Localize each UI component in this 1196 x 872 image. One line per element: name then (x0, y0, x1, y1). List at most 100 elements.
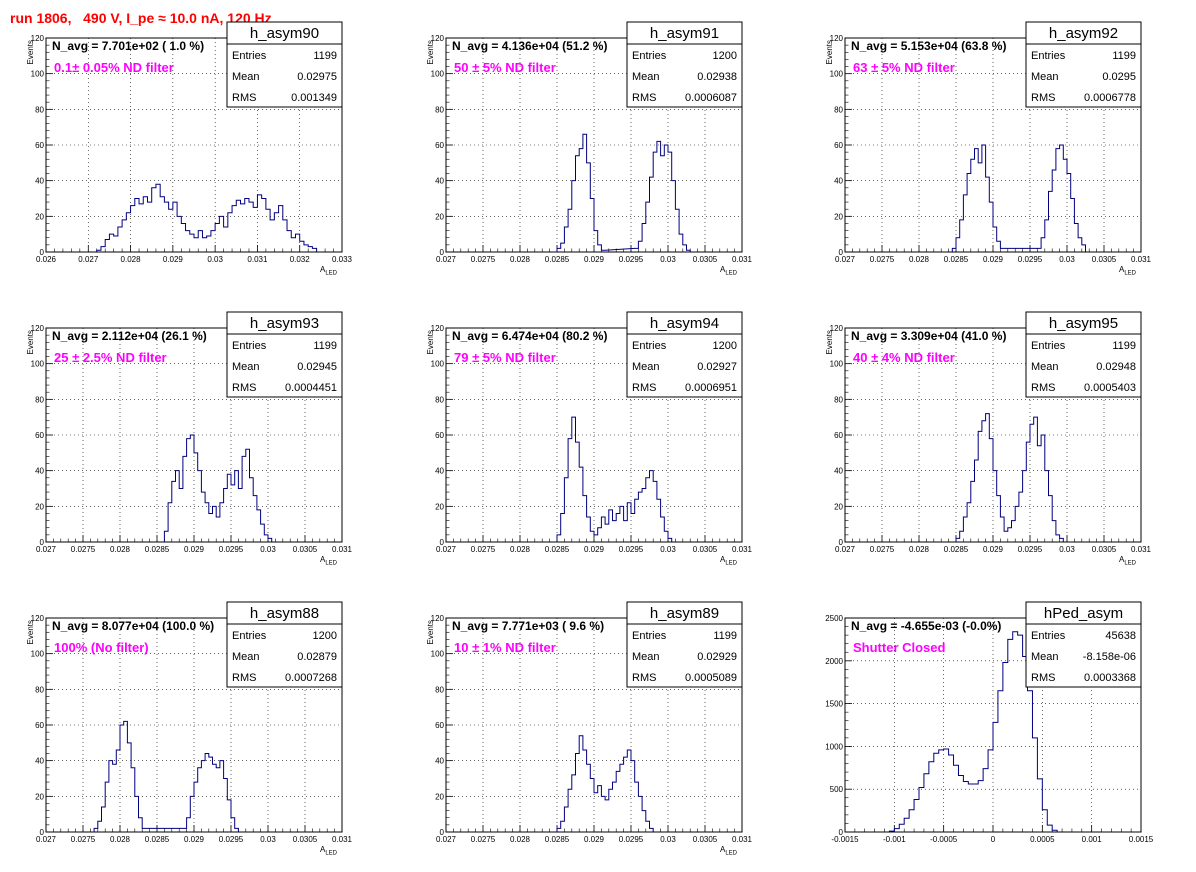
x-axis-title: ALED (320, 845, 338, 857)
stats-rms-label: RMS (632, 672, 656, 684)
stats-mean-value: 0.02929 (697, 651, 737, 663)
stats-mean-value: 0.02879 (297, 651, 337, 663)
y-tick-label: 0 (839, 828, 844, 837)
stats-rms-label: RMS (632, 382, 656, 394)
stats-entries-value: 1200 (713, 50, 737, 62)
stats-mean-label: Mean (232, 361, 260, 373)
stats-rms-value: 0.0006087 (685, 92, 737, 104)
x-tick-label: 0.0295 (219, 545, 244, 554)
y-axis-title: Events (825, 40, 834, 64)
y-tick-label: 120 (830, 324, 844, 333)
histogram-name: h_asym93 (250, 315, 319, 332)
stats-entries-label: Entries (1031, 50, 1066, 62)
y-tick-label: 2000 (825, 657, 843, 666)
y-tick-label: 40 (435, 177, 444, 186)
y-tick-label: 100 (31, 70, 45, 79)
histogram-name: h_asym92 (1049, 25, 1118, 42)
histogram-step-line (556, 735, 654, 832)
x-tick-label: 0.031 (332, 545, 353, 554)
navg-label: N_avg = 7.771e+03 ( 9.6 %) (452, 619, 604, 633)
stats-mean-label: Mean (632, 361, 660, 373)
y-tick-label: 0 (40, 248, 45, 257)
x-tick-label: 0.0305 (1092, 255, 1117, 264)
x-tick-label: 0.029 (584, 545, 605, 554)
histogram-name: h_asym88 (250, 605, 319, 622)
x-tick-label: 0.027 (436, 835, 457, 844)
filter-label: Shutter Closed (853, 640, 946, 655)
y-tick-label: 20 (435, 212, 444, 221)
stats-box (626, 601, 743, 688)
x-axis-title: ALED (1119, 555, 1137, 567)
x-tick-label: 0.028 (510, 545, 531, 554)
stats-mean-value: 0.02938 (697, 71, 737, 83)
x-tick-label: 0.028 (110, 835, 131, 844)
stats-entries-label: Entries (632, 340, 667, 352)
filter-label: 63 ± 5% ND filter (853, 60, 955, 75)
y-tick-label: 80 (35, 105, 44, 114)
x-tick-label: 0.0295 (1018, 545, 1043, 554)
y-tick-label: 100 (830, 360, 844, 369)
x-tick-label: -0.0015 (831, 835, 859, 844)
stats-mean-value: -8.158e-06 (1083, 651, 1136, 663)
x-tick-label: 0.03 (660, 545, 676, 554)
histogram-step-line (96, 183, 318, 252)
x-tick-label: 0.03 (260, 835, 276, 844)
x-tick-label: 0.0015 (1129, 835, 1154, 844)
x-tick-label: 0.029 (584, 835, 605, 844)
y-tick-label: 80 (834, 395, 843, 404)
y-tick-label: 120 (431, 614, 445, 623)
y-tick-label: 120 (830, 34, 844, 43)
stats-mean-value: 0.02948 (1096, 361, 1136, 373)
stats-box (226, 21, 343, 108)
filter-label: 25 ± 2.5% ND filter (54, 350, 167, 365)
x-tick-label: 0.031 (247, 255, 268, 264)
y-tick-label: 80 (35, 685, 44, 694)
stats-rms-label: RMS (1031, 382, 1055, 394)
x-tick-label: 0.029 (184, 835, 205, 844)
y-tick-label: 120 (431, 34, 445, 43)
x-tick-label: 0.027 (835, 255, 856, 264)
histogram-name: h_asym91 (650, 25, 719, 42)
x-axis-title: ALED (720, 555, 738, 567)
stats-box (1025, 601, 1142, 688)
stats-rms-label: RMS (632, 92, 656, 104)
x-tick-label: 0.027 (36, 545, 57, 554)
x-tick-label: 0.0295 (1018, 255, 1043, 264)
stats-rms-value: 0.0006951 (685, 382, 737, 394)
filter-label: 40 ± 4% ND filter (853, 350, 955, 365)
y-tick-label: 0 (839, 538, 844, 547)
histogram-name: hPed_asym (1044, 605, 1123, 622)
x-tick-label: 0.032 (290, 255, 311, 264)
y-tick-label: 100 (431, 650, 445, 659)
x-tick-label: 0.031 (732, 545, 753, 554)
x-axis-title: ALED (320, 265, 338, 277)
x-tick-label: 0.0285 (545, 835, 570, 844)
y-tick-label: 40 (35, 177, 44, 186)
x-tick-label: 0.0295 (619, 545, 644, 554)
stats-entries-value: 45638 (1105, 630, 1136, 642)
y-tick-label: 20 (35, 792, 44, 801)
histogram-panel-h_asym93: 0.027 0.0275 0.028 0.0285 0.029 0.0295 0.03 0.0… (26, 311, 353, 567)
stats-rms-value: 0.0007268 (285, 672, 337, 684)
y-axis-title: Events (426, 40, 435, 64)
stats-box (226, 601, 343, 688)
navg-label: N_avg = 5.153e+04 (63.8 %) (851, 39, 1006, 53)
y-tick-label: 60 (35, 721, 44, 730)
stats-mean-label: Mean (232, 651, 260, 663)
y-tick-label: 40 (35, 757, 44, 766)
navg-label: N_avg = 7.701e+02 ( 1.0 %) (52, 39, 204, 53)
stats-rms-value: 0.0005089 (685, 672, 737, 684)
stats-rms-value: 0.001349 (291, 92, 337, 104)
y-tick-label: 60 (435, 431, 444, 440)
x-tick-label: 0.001 (1082, 835, 1103, 844)
navg-label: N_avg = 8.077e+04 (100.0 %) (52, 619, 214, 633)
filter-label: 0.1± 0.05% ND filter (54, 60, 174, 75)
y-tick-label: 120 (31, 614, 45, 623)
y-tick-label: 80 (35, 395, 44, 404)
y-tick-label: 120 (31, 324, 45, 333)
y-tick-label: 80 (435, 105, 444, 114)
y-tick-label: 100 (431, 360, 445, 369)
x-tick-label: 0.0285 (145, 835, 170, 844)
x-tick-label: 0.029 (163, 255, 184, 264)
navg-label: N_avg = 4.136e+04 (51.2 %) (452, 39, 607, 53)
